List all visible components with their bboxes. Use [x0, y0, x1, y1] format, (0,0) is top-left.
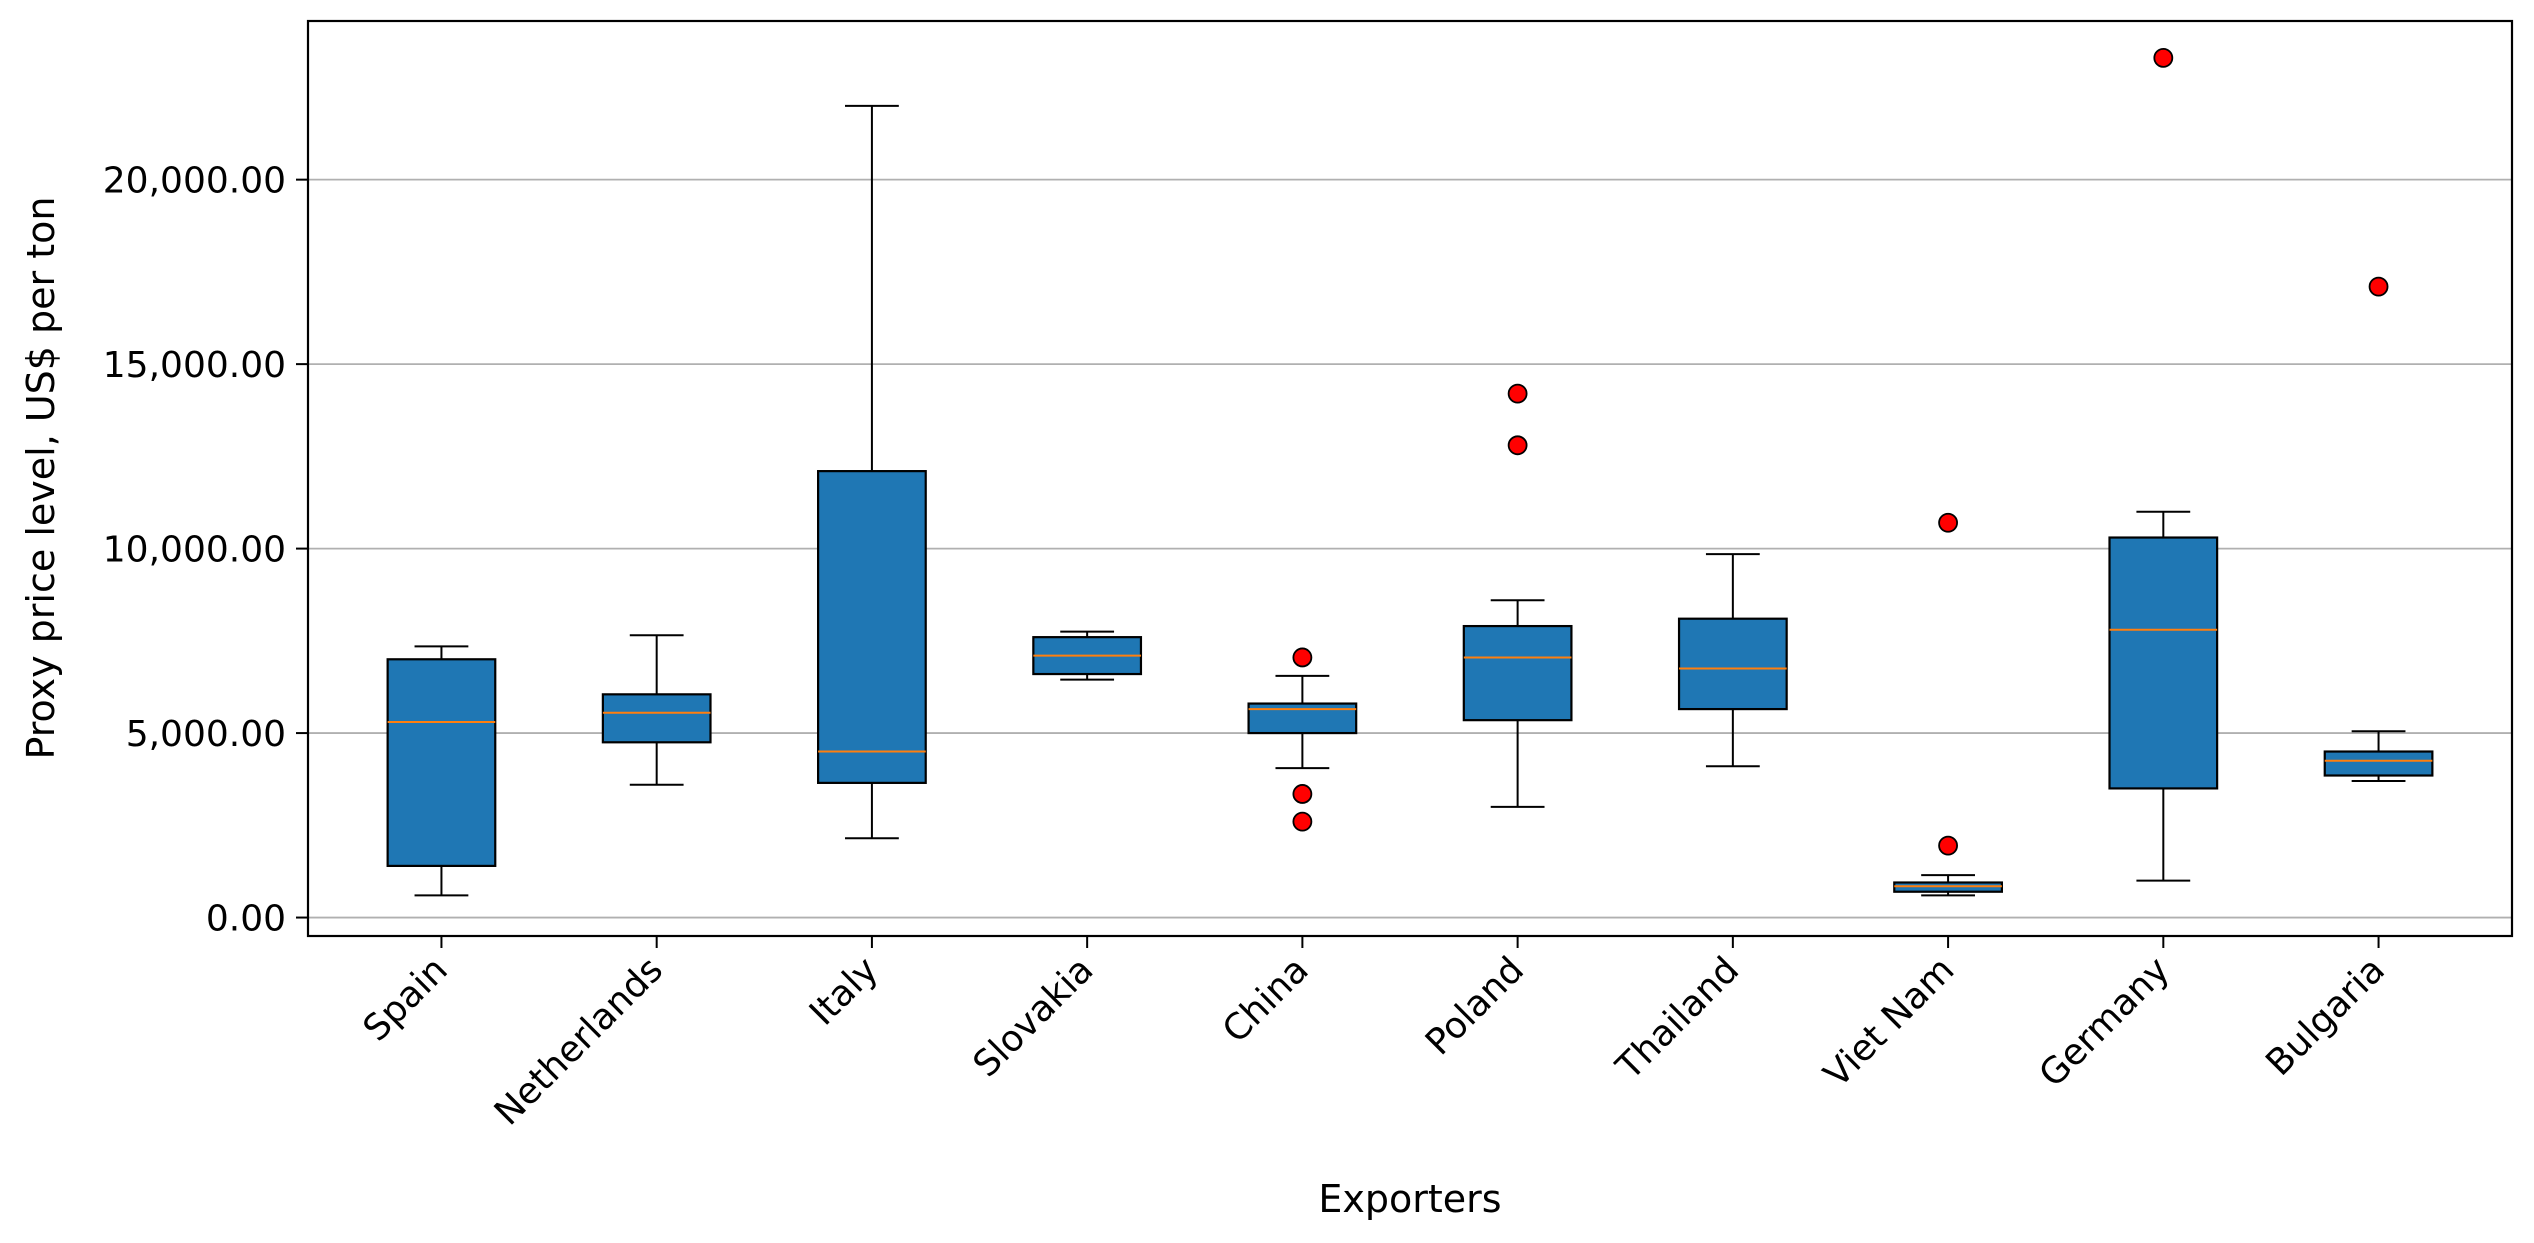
box-group	[386, 645, 497, 897]
y-tick-label: 15,000.00	[103, 345, 286, 386]
plot-frame	[306, 19, 2514, 938]
box	[2323, 750, 2434, 777]
y-tick-label: 10,000.00	[103, 530, 286, 571]
box-group	[1032, 630, 1143, 681]
x-tick-label: Bulgaria	[2258, 949, 2393, 1084]
box-group	[1247, 647, 1358, 832]
x-axis-title: Exporters	[1318, 1177, 1501, 1221]
x-tick-label: Poland	[1418, 949, 1532, 1063]
y-axis-ticks: 0.00 5,000.00 10,000.00 15,000.00 20,000.00	[103, 161, 308, 940]
boxes	[386, 47, 2434, 897]
y-tick-label: 5,000.00	[126, 714, 286, 755]
box-group	[1677, 553, 1788, 768]
box	[601, 693, 712, 744]
outlier-point	[2368, 276, 2389, 297]
outlier-point	[1938, 512, 1958, 533]
box	[817, 470, 927, 784]
x-axis-ticks: Spain Netherlands Italy Slovakia China Poland…	[356, 936, 2393, 1134]
outlier-point	[1507, 383, 1528, 404]
outlier-point	[1292, 784, 1313, 804]
x-tick-label: Italy	[802, 949, 886, 1033]
x-tick-label: Germany	[2032, 949, 2178, 1095]
box	[386, 658, 497, 867]
x-tick-label: Viet Nam	[1816, 949, 1962, 1095]
x-tick-label: Slovakia	[966, 949, 1102, 1085]
y-axis-title: Proxy price level, US$ per ton	[19, 197, 63, 760]
y-tick-label: 0.00	[206, 899, 286, 940]
x-tick-label: Thailand	[1608, 949, 1747, 1088]
outlier-point	[1507, 435, 1528, 456]
x-tick-label: Netherlands	[487, 949, 671, 1133]
y-tick-label: 20,000.00	[103, 161, 286, 202]
box	[1462, 624, 1573, 722]
outlier-point	[2153, 47, 2174, 68]
box	[1677, 617, 1788, 711]
box-group	[1893, 512, 2003, 897]
box-group	[2108, 47, 2219, 882]
outlier-point	[1292, 811, 1313, 832]
box-group	[1462, 383, 1573, 808]
box-group	[817, 104, 927, 840]
outlier-point	[1938, 835, 1958, 856]
box-group	[2323, 276, 2434, 783]
box	[2108, 536, 2219, 790]
x-tick-label: Spain	[356, 949, 456, 1049]
x-tick-label: China	[1215, 949, 1317, 1051]
box-group	[601, 634, 712, 786]
box	[1247, 702, 1358, 735]
outlier-point	[1292, 647, 1313, 668]
